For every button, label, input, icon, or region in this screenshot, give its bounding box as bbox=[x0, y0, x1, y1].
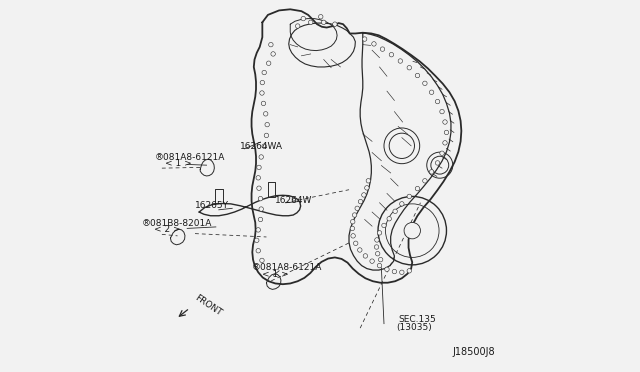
Text: ®081A8-6121A: ®081A8-6121A bbox=[252, 263, 323, 272]
Polygon shape bbox=[268, 182, 275, 197]
Text: 16264WA: 16264WA bbox=[240, 142, 283, 151]
Circle shape bbox=[415, 73, 420, 78]
Polygon shape bbox=[266, 274, 281, 289]
Text: < 1 >: < 1 > bbox=[262, 270, 289, 279]
Circle shape bbox=[378, 257, 383, 262]
Circle shape bbox=[376, 251, 380, 256]
Circle shape bbox=[435, 99, 440, 104]
Text: < 2 >: < 2 > bbox=[154, 225, 181, 234]
Polygon shape bbox=[170, 229, 185, 245]
Circle shape bbox=[321, 20, 326, 25]
Circle shape bbox=[259, 196, 262, 201]
Circle shape bbox=[370, 259, 374, 263]
Text: 16264W: 16264W bbox=[275, 196, 312, 205]
Circle shape bbox=[264, 112, 268, 116]
Text: < 1 >: < 1 > bbox=[165, 159, 191, 168]
Circle shape bbox=[265, 122, 269, 127]
Circle shape bbox=[260, 80, 264, 85]
Circle shape bbox=[358, 199, 363, 204]
Circle shape bbox=[374, 245, 379, 249]
Circle shape bbox=[256, 248, 260, 253]
Circle shape bbox=[429, 90, 434, 94]
Circle shape bbox=[429, 170, 434, 174]
Circle shape bbox=[350, 226, 355, 231]
Circle shape bbox=[385, 267, 389, 272]
Text: 16265Y: 16265Y bbox=[195, 201, 229, 210]
Circle shape bbox=[399, 202, 404, 206]
Polygon shape bbox=[289, 23, 355, 67]
Circle shape bbox=[362, 37, 367, 41]
Circle shape bbox=[415, 186, 420, 191]
Polygon shape bbox=[200, 159, 214, 176]
Circle shape bbox=[355, 206, 360, 211]
Circle shape bbox=[422, 179, 427, 183]
Circle shape bbox=[378, 263, 381, 268]
Circle shape bbox=[255, 238, 259, 243]
Circle shape bbox=[362, 193, 366, 197]
Circle shape bbox=[266, 61, 271, 65]
Circle shape bbox=[440, 151, 444, 155]
Circle shape bbox=[366, 179, 371, 183]
Text: FRONT: FRONT bbox=[193, 293, 223, 317]
Polygon shape bbox=[215, 189, 223, 203]
Circle shape bbox=[264, 133, 269, 138]
Circle shape bbox=[365, 186, 369, 190]
Circle shape bbox=[260, 91, 264, 95]
Text: SEC.135: SEC.135 bbox=[398, 315, 436, 324]
Circle shape bbox=[393, 209, 397, 214]
Circle shape bbox=[319, 15, 323, 19]
Circle shape bbox=[380, 47, 385, 51]
Polygon shape bbox=[252, 9, 461, 284]
Circle shape bbox=[296, 24, 300, 28]
Circle shape bbox=[353, 241, 358, 246]
Circle shape bbox=[353, 213, 357, 217]
Circle shape bbox=[301, 16, 305, 21]
Polygon shape bbox=[199, 195, 301, 216]
Circle shape bbox=[387, 217, 392, 221]
Circle shape bbox=[389, 52, 394, 57]
Circle shape bbox=[256, 228, 260, 232]
Circle shape bbox=[351, 234, 355, 238]
Text: J18500J8: J18500J8 bbox=[452, 347, 495, 357]
Circle shape bbox=[261, 101, 266, 106]
Circle shape bbox=[271, 52, 275, 56]
Circle shape bbox=[259, 155, 264, 159]
Circle shape bbox=[259, 217, 262, 222]
Polygon shape bbox=[291, 19, 337, 51]
Circle shape bbox=[363, 254, 367, 258]
Circle shape bbox=[407, 269, 412, 273]
Circle shape bbox=[443, 141, 447, 145]
Circle shape bbox=[381, 223, 386, 228]
Circle shape bbox=[444, 130, 449, 135]
Circle shape bbox=[351, 219, 355, 224]
Circle shape bbox=[259, 207, 264, 211]
Circle shape bbox=[257, 165, 261, 170]
Text: (13035): (13035) bbox=[397, 323, 433, 332]
Circle shape bbox=[262, 144, 266, 148]
Text: ®081A8-6121A: ®081A8-6121A bbox=[156, 153, 225, 162]
Circle shape bbox=[333, 22, 337, 26]
Circle shape bbox=[262, 70, 266, 75]
Polygon shape bbox=[349, 33, 451, 270]
Circle shape bbox=[399, 270, 404, 275]
Circle shape bbox=[260, 258, 264, 263]
Circle shape bbox=[392, 269, 397, 274]
Circle shape bbox=[404, 222, 420, 239]
Circle shape bbox=[358, 248, 362, 252]
Circle shape bbox=[435, 161, 440, 165]
Circle shape bbox=[398, 59, 403, 63]
Circle shape bbox=[257, 186, 261, 190]
Circle shape bbox=[407, 65, 412, 70]
Circle shape bbox=[422, 81, 427, 86]
Circle shape bbox=[440, 109, 444, 114]
Circle shape bbox=[269, 42, 273, 47]
Circle shape bbox=[256, 176, 260, 180]
Text: ®081B8-8201A: ®081B8-8201A bbox=[142, 219, 212, 228]
Circle shape bbox=[407, 194, 412, 199]
Circle shape bbox=[443, 120, 447, 124]
Circle shape bbox=[374, 238, 379, 242]
Circle shape bbox=[378, 231, 381, 235]
Circle shape bbox=[308, 20, 313, 25]
Circle shape bbox=[372, 42, 376, 46]
